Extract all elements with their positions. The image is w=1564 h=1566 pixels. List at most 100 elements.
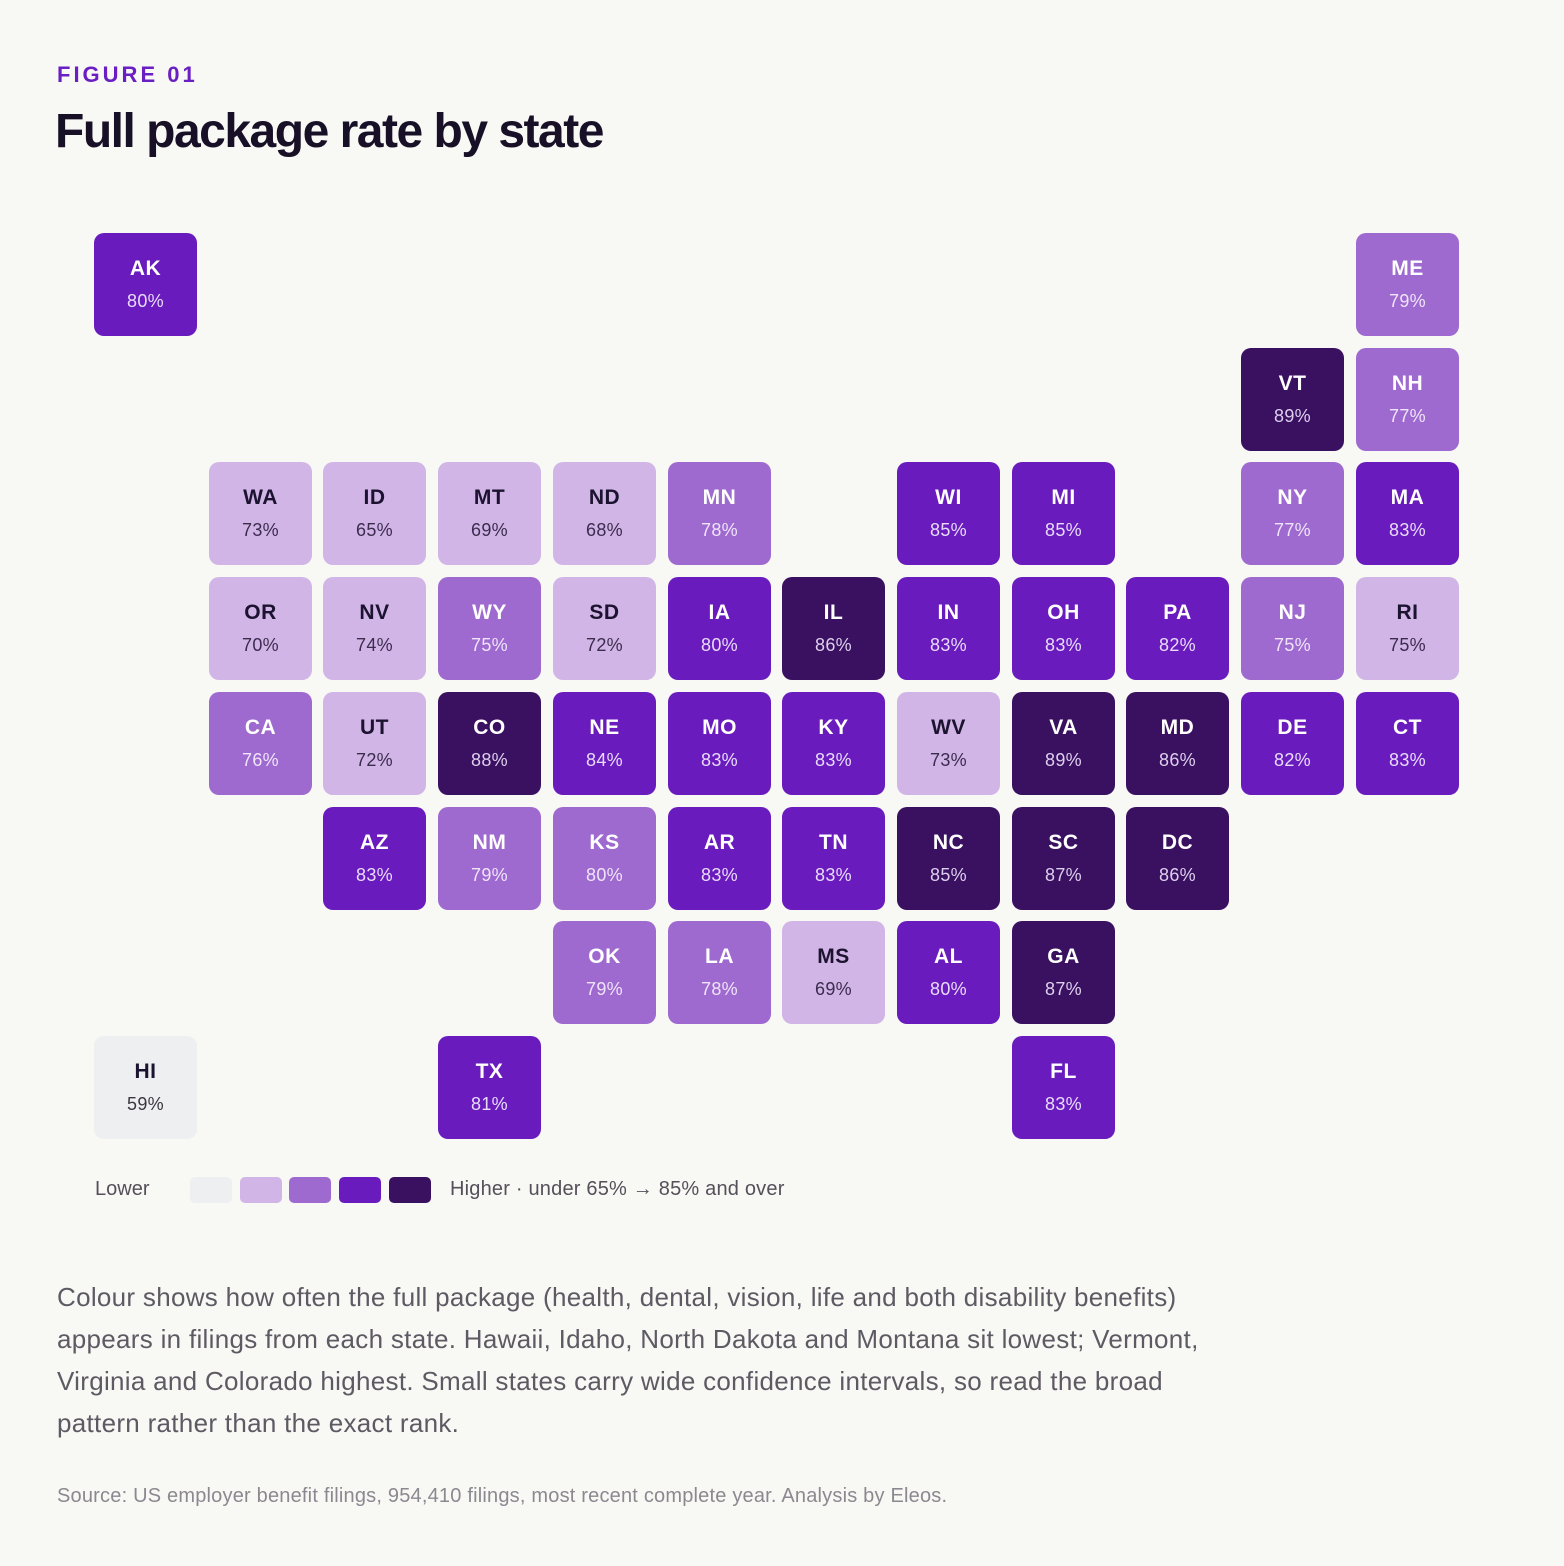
source-note: Source: US employer benefit filings, 954… <box>57 1485 948 1507</box>
state-value-label: 79% <box>471 865 508 885</box>
state-value-label: 82% <box>1274 750 1311 770</box>
state-tile-sd: SD 72% <box>553 577 656 680</box>
state-code-label: CA <box>244 716 277 739</box>
state-code-label: KY <box>818 716 849 739</box>
state-value-label: 80% <box>586 865 623 885</box>
state-code-label: MA <box>1390 486 1425 509</box>
chart-caption: Colour shows how often the full package … <box>57 1282 1199 1438</box>
state-code-label: FL <box>1050 1060 1077 1083</box>
state-tile-wv: WV 73% <box>897 692 1000 795</box>
state-tile-md: MD 86% <box>1126 692 1229 795</box>
legend-swatch-2 <box>289 1177 331 1203</box>
state-code-label: NC <box>932 831 965 854</box>
state-tile-wi: WI 85% <box>897 462 1000 565</box>
state-code-label: NM <box>472 831 507 854</box>
state-value-label: 77% <box>1274 520 1311 540</box>
state-code-label: IA <box>708 601 731 624</box>
state-value-label: 75% <box>471 635 508 655</box>
chart-title: Full package rate by state <box>55 105 604 158</box>
state-code-label: VT <box>1278 372 1307 395</box>
state-value-label: 86% <box>1159 865 1196 885</box>
state-tile-vt: VT 89% <box>1241 348 1344 451</box>
state-value-label: 83% <box>1045 1094 1082 1114</box>
state-code-label: KS <box>589 831 620 854</box>
state-value-label: 69% <box>815 979 852 999</box>
state-tile-ia: IA 80% <box>668 577 771 680</box>
state-value-label: 84% <box>586 750 623 770</box>
legend-swatch-1 <box>240 1177 282 1203</box>
state-code-label: TN <box>819 831 848 854</box>
state-value-label: 81% <box>471 1094 508 1114</box>
state-value-label: 83% <box>1045 635 1082 655</box>
state-tile-tn: TN 83% <box>782 807 885 910</box>
state-code-label: LA <box>705 945 734 968</box>
state-value-label: 83% <box>356 865 393 885</box>
state-value-label: 65% <box>356 520 393 540</box>
state-code-label: MS <box>817 945 850 968</box>
state-value-label: 68% <box>586 520 623 540</box>
state-value-label: 70% <box>242 635 279 655</box>
state-value-label: 73% <box>930 750 967 770</box>
state-tile-ar: AR 83% <box>668 807 771 910</box>
state-value-label: 82% <box>1159 635 1196 655</box>
state-code-label: OR <box>244 601 277 624</box>
state-value-label: 89% <box>1274 406 1311 426</box>
state-tile-nh: NH 77% <box>1356 348 1459 451</box>
state-code-label: AL <box>934 945 963 968</box>
figure-label: FIGURE 01 <box>57 62 198 87</box>
state-code-label: HI <box>134 1060 157 1083</box>
state-tile-ny: NY 77% <box>1241 462 1344 565</box>
state-code-label: WV <box>931 716 966 739</box>
state-code-label: OK <box>588 945 621 968</box>
state-tile-id: ID 65% <box>323 462 426 565</box>
state-code-label: SD <box>589 601 620 624</box>
state-code-label: NH <box>1391 372 1424 395</box>
state-tile-wy: WY 75% <box>438 577 541 680</box>
state-tile-il: IL 86% <box>782 577 885 680</box>
state-value-label: 83% <box>701 750 738 770</box>
state-tile-hi: HI 59% <box>94 1036 197 1139</box>
state-code-label: MI <box>1051 486 1076 509</box>
state-tile-sc: SC 87% <box>1012 807 1115 910</box>
state-tile-ak: AK 80% <box>94 233 197 336</box>
state-value-label: 80% <box>127 291 164 311</box>
state-value-label: 74% <box>356 635 393 655</box>
state-value-label: 85% <box>930 865 967 885</box>
state-value-label: 69% <box>471 520 508 540</box>
state-value-label: 88% <box>471 750 508 770</box>
state-tile-ri: RI 75% <box>1356 577 1459 680</box>
state-tile-in: IN 83% <box>897 577 1000 680</box>
legend-lower-label: Lower <box>95 1178 150 1200</box>
state-value-label: 83% <box>1389 520 1426 540</box>
state-tile-ct: CT 83% <box>1356 692 1459 795</box>
state-code-label: OH <box>1047 601 1080 624</box>
state-tile-ky: KY 83% <box>782 692 885 795</box>
state-tile-nd: ND 68% <box>553 462 656 565</box>
state-tile-nj: NJ 75% <box>1241 577 1344 680</box>
state-value-label: 59% <box>127 1094 164 1114</box>
state-value-label: 85% <box>930 520 967 540</box>
state-tile-ne: NE 84% <box>553 692 656 795</box>
state-value-label: 86% <box>1159 750 1196 770</box>
state-code-label: MT <box>473 486 506 509</box>
state-code-label: ID <box>363 486 386 509</box>
state-tile-la: LA 78% <box>668 921 771 1024</box>
state-code-label: TX <box>475 1060 504 1083</box>
state-code-label: AR <box>703 831 736 854</box>
legend-swatch-0 <box>190 1177 232 1203</box>
state-code-label: MN <box>702 486 737 509</box>
state-tile-ca: CA 76% <box>209 692 312 795</box>
state-value-label: 83% <box>1389 750 1426 770</box>
legend-swatch-4 <box>389 1177 431 1203</box>
state-value-label: 77% <box>1389 406 1426 426</box>
state-code-label: AZ <box>360 831 389 854</box>
state-tile-mn: MN 78% <box>668 462 771 565</box>
state-value-label: 83% <box>930 635 967 655</box>
state-value-label: 79% <box>1389 291 1426 311</box>
state-tile-az: AZ 83% <box>323 807 426 910</box>
state-code-label: GA <box>1047 945 1080 968</box>
state-tile-mo: MO 83% <box>668 692 771 795</box>
state-value-label: 72% <box>356 750 393 770</box>
state-tile-or: OR 70% <box>209 577 312 680</box>
